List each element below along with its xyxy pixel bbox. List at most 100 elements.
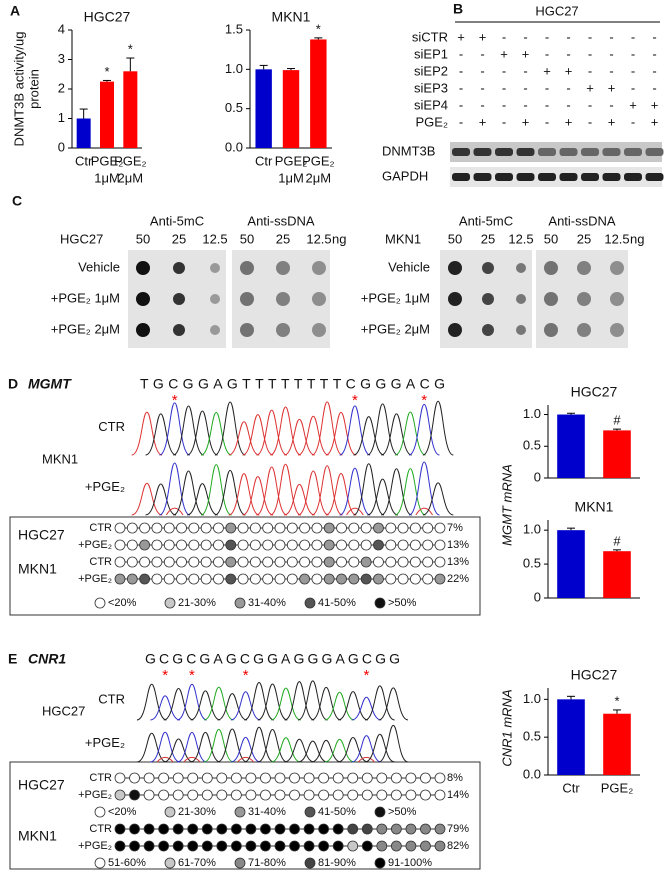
bar (76, 118, 91, 148)
cpg-site (163, 539, 175, 551)
cpg-site (376, 823, 388, 835)
cpg-site (114, 556, 126, 568)
blot-sign: - (588, 114, 592, 129)
dot-row-label: +PGE₂ 1μM (51, 290, 120, 305)
trace-peak (230, 691, 261, 721)
cpg-site (347, 772, 359, 784)
cpg-site (163, 556, 175, 568)
x-tick-label: Ctr (75, 153, 93, 168)
cpg-site (274, 772, 286, 784)
cell-label: MKN1 (42, 451, 78, 466)
cpg-site (114, 840, 126, 852)
annotation: * (316, 21, 321, 36)
methylation-box (9, 516, 481, 616)
cpg-site (225, 522, 237, 534)
legend-label: >50% (388, 597, 417, 609)
legend-label: >50% (388, 806, 417, 818)
trace-peak (214, 469, 246, 516)
cpg-site (323, 573, 335, 585)
x-tick-label: 2μM (306, 170, 332, 185)
cpg-site (216, 789, 228, 801)
sample-label: CTR (98, 691, 125, 706)
cpg-site (348, 522, 360, 534)
blot-sign: - (459, 46, 463, 61)
cpg-star: * (162, 667, 168, 684)
trace-peak (186, 483, 218, 516)
blot-sign: - (480, 80, 484, 95)
amount-label: 12.5 (604, 231, 629, 246)
blot-band (645, 148, 664, 156)
trace-peak (203, 728, 234, 763)
legend-label: 41-50% (318, 806, 356, 818)
cpg-site (201, 840, 213, 852)
cpg-site (163, 573, 175, 585)
cpg-site (318, 789, 330, 801)
percent-label: 14% (447, 789, 469, 801)
dot (610, 261, 624, 275)
blot-sign: - (545, 80, 549, 95)
cpg-site (409, 522, 421, 534)
trace-peak (408, 403, 440, 456)
trace-peak (297, 680, 328, 721)
trace-peak (136, 683, 167, 721)
dot (516, 325, 526, 335)
cpg-site (151, 539, 163, 551)
blot-sign: - (566, 97, 570, 112)
cpg-site (245, 823, 257, 835)
cpg-site (163, 522, 175, 534)
cpg-site (347, 823, 359, 835)
amount-label: 12.5 (508, 231, 533, 246)
cpg-site (360, 573, 372, 585)
cpg-site (200, 556, 212, 568)
cpg-site (434, 573, 446, 585)
cpg-site (188, 573, 200, 585)
cpg-site (274, 556, 286, 568)
bar (557, 530, 585, 598)
cpg-site (274, 823, 286, 835)
dot (276, 323, 290, 337)
cpg-site (172, 789, 184, 801)
cpg-site (187, 772, 199, 784)
trace-peak (173, 470, 204, 516)
dot-row-label: Vehicle (78, 259, 120, 274)
blot-sign: + (479, 114, 487, 129)
blot-sign: - (652, 29, 656, 44)
trace-peak (270, 687, 301, 721)
blot-sign: - (631, 63, 635, 78)
chart-title: HGC27 (571, 667, 618, 683)
blot-band (516, 173, 535, 181)
dot (312, 323, 326, 337)
dot (482, 262, 494, 274)
blot-sign: - (566, 46, 570, 61)
cpg-site (434, 789, 446, 801)
cpg-site (332, 789, 344, 801)
cpg-site (187, 823, 199, 835)
dot (577, 292, 591, 306)
cell-label: MKN1 (18, 828, 57, 844)
trace-peak (217, 693, 248, 721)
blot-sign: - (631, 114, 635, 129)
blot-sign: - (652, 46, 656, 61)
blot-sign: - (459, 63, 463, 78)
cpg-site (405, 840, 417, 852)
cpg-site (299, 522, 311, 534)
x-tick-label: PGE₂ (275, 153, 308, 168)
dot (136, 261, 150, 275)
cpg-site (262, 522, 274, 534)
cpg-site (323, 522, 335, 534)
legend-swatch (164, 597, 176, 609)
bar (603, 551, 631, 598)
cpg-site (151, 556, 163, 568)
cpg-site (230, 789, 242, 801)
trace-peak (131, 411, 163, 456)
cpg-site (390, 840, 402, 852)
percent-label: 7% (447, 522, 463, 534)
cpg-site (299, 539, 311, 551)
cpg-site (114, 823, 126, 835)
blot-sign: - (566, 29, 570, 44)
cpg-site (323, 539, 335, 551)
blot-sign: - (609, 46, 613, 61)
y-tick-label: 1.0 (523, 522, 541, 537)
blot-sign: - (459, 114, 463, 129)
blot-sign: - (480, 46, 484, 61)
